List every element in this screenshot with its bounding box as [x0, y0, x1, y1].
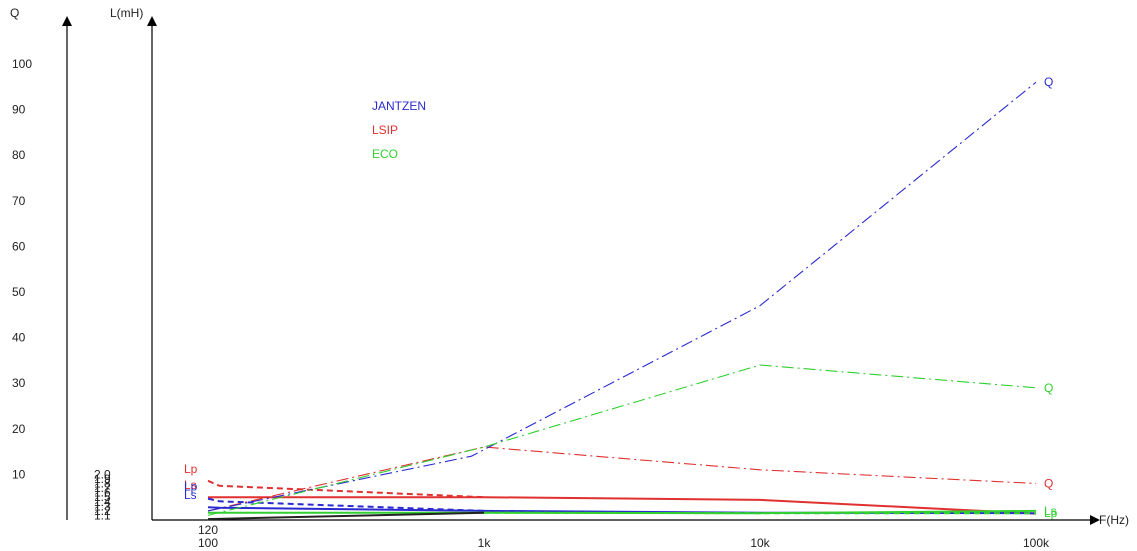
l-tick-label: 1.9	[94, 472, 111, 486]
series-jantzen-lp	[207, 497, 485, 512]
l-tick-label: 1.2	[94, 504, 111, 518]
q-tick-label: 70	[12, 194, 26, 208]
series-label-lsip-q: Q	[1044, 477, 1053, 491]
series-lsip-ls	[208, 496, 1037, 515]
q-axis-title: Q	[10, 6, 19, 20]
q-tick-label: 20	[12, 422, 26, 436]
series-jantzen-q	[207, 81, 1037, 512]
series-lsip-line	[207, 511, 485, 521]
l-tick-label: 1.7	[94, 481, 111, 495]
x-tick-label: 10k	[750, 536, 770, 550]
x-tick-label: 1k	[478, 536, 492, 550]
series-label-eco-q: Q	[1044, 381, 1053, 395]
l-axis-ticks: 1.11.21.31.41.51.61.71.81.92.0	[94, 467, 111, 522]
l-tick-label: 1.3	[94, 499, 111, 513]
q-tick-label: 40	[12, 331, 26, 345]
legend-entry-eco: ECO	[372, 147, 398, 161]
l-axis-title: L(mH)	[110, 6, 143, 20]
legend: JANTZEN LSIP ECO	[372, 99, 426, 161]
x-tick-label: 120	[198, 523, 218, 537]
series-label-jantzen-q: Q	[1044, 75, 1053, 89]
l-tick-label: 1.6	[94, 486, 111, 500]
series-label-jantzen-lp: Lp	[184, 480, 198, 494]
series-lsip-lp	[207, 479, 485, 499]
series-label-lsip-ls: Ls	[184, 478, 197, 492]
l-tick-label: 1.8	[94, 477, 111, 491]
legend-entry-lsip: LSIP	[372, 123, 398, 137]
series-lsip-q	[207, 446, 1037, 512]
axes: Q L(mH) F(Hz)	[10, 6, 1129, 527]
series-layer	[207, 81, 1037, 521]
q-tick-label: 100	[12, 57, 32, 71]
series-eco-q	[207, 364, 1037, 516]
q-tick-label: 80	[12, 148, 26, 162]
series-eco-lp	[483, 511, 1036, 515]
series-label-lsip-lp: Lp	[184, 462, 198, 476]
series-label-jantzen-ls: Ls	[184, 488, 197, 502]
f-axis-title: F(Hz)	[1099, 513, 1129, 527]
series-label-eco-lp: Lp	[1044, 506, 1058, 520]
x-tick-label: 100	[198, 536, 218, 550]
q-axis-ticks: 10 20 30 40 50 60 70 80 90 100	[12, 57, 32, 481]
l-tick-label: 2.0	[94, 467, 111, 481]
l-tick-label: 1.1	[94, 508, 111, 522]
x-tick-label: 100k	[1023, 536, 1050, 550]
l-tick-label: 1.4	[94, 495, 111, 509]
series-label-eco-ls: Ls	[1044, 504, 1057, 518]
l-tick-label: 1.5	[94, 490, 111, 504]
q-tick-label: 50	[12, 285, 26, 299]
q-tick-label: 60	[12, 239, 26, 253]
q-tick-label: 30	[12, 376, 26, 390]
q-tick-label: 10	[12, 467, 26, 481]
series-eco-ls	[208, 509, 1037, 515]
q-tick-label: 90	[12, 103, 26, 117]
legend-entry-jantzen: JANTZEN	[372, 99, 426, 113]
